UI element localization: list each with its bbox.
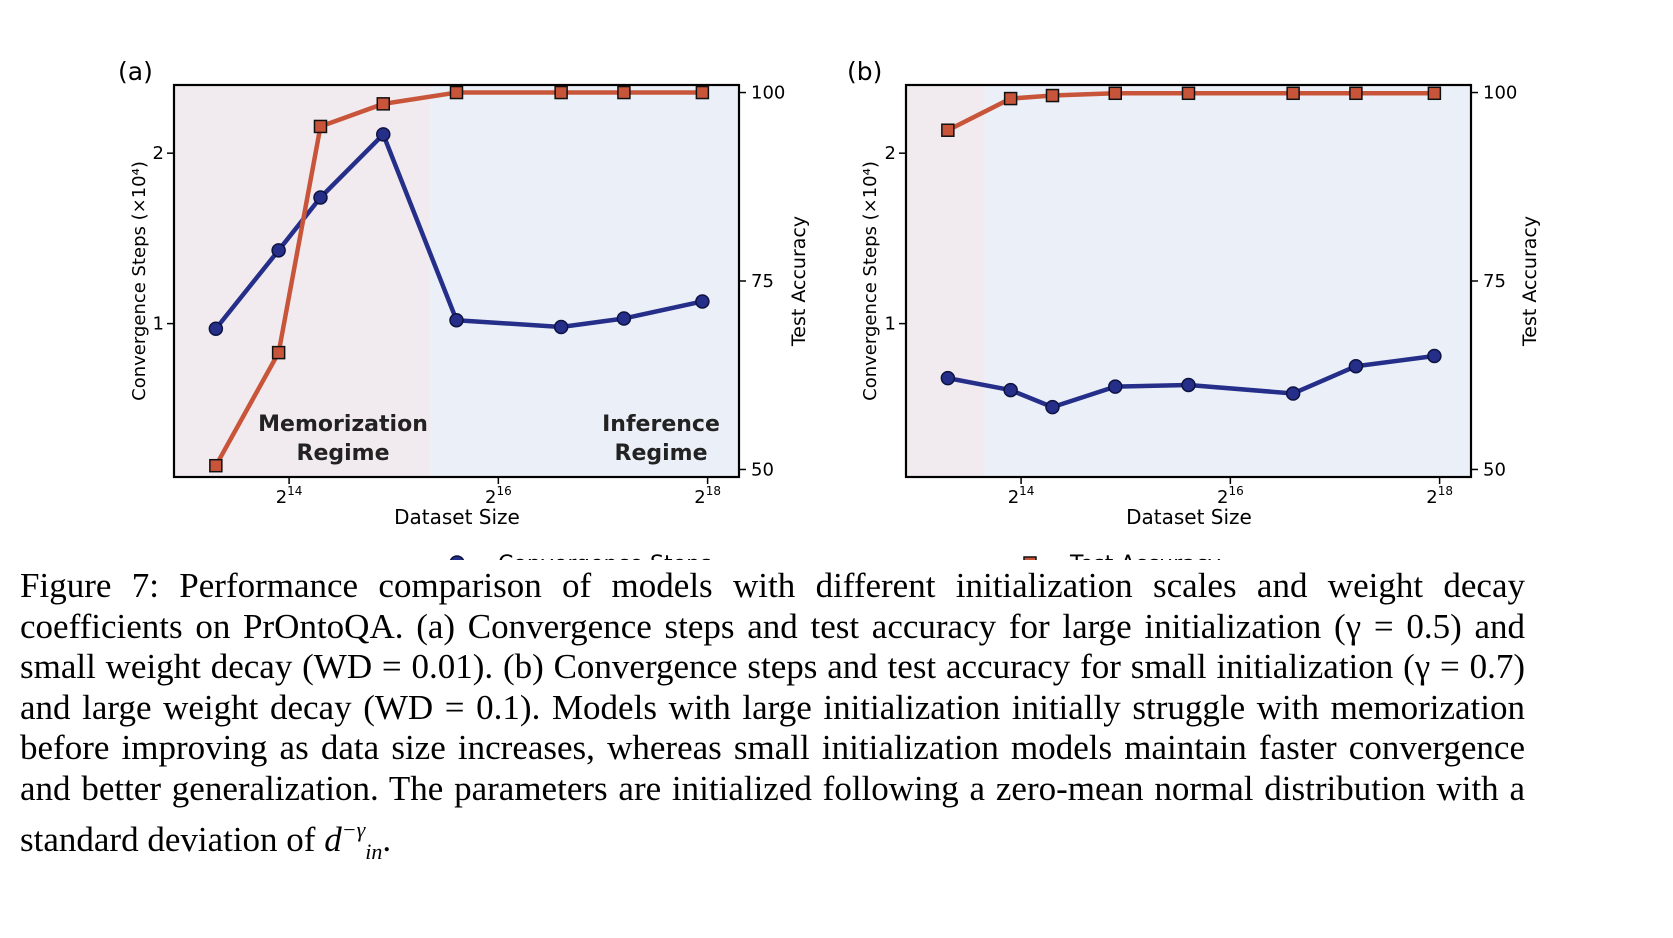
data-point-convergence-steps-0 [940,370,956,386]
data-point-test-accuracy-1 [271,345,286,360]
x-tick-label-0: 214 [1008,484,1035,508]
y-axis-label-left: Convergence Steps (×10⁴) [860,161,881,401]
legend-item-convergence: Convergence Steps [449,552,712,560]
panel-label: (a) [118,57,153,86]
data-point-test-accuracy-2 [1045,88,1060,103]
region-label-inference-line2: Regime [615,441,708,466]
data-point-convergence-steps-0 [208,321,224,336]
y-tick-label-right-0: 50 [751,459,774,480]
data-point-convergence-steps-3 [1108,379,1123,394]
data-point-convergence-steps-2 [313,190,328,205]
data-point-test-accuracy-3 [1108,86,1123,101]
caption-math-sub: in [365,838,383,864]
x-tick-label-1: 216 [1217,484,1244,508]
legend-label-accuracy: Test Accuracy [1069,552,1221,560]
data-point-convergence-steps-6 [1348,358,1364,374]
series-line-test-accuracy [213,90,703,467]
panel-b: 214 216 218 1 2 50 75 100 (b) Dataset Size Conv… [847,57,1541,529]
data-point-test-accuracy-0 [209,458,223,473]
data-point-convergence-steps-6 [616,311,632,326]
y-tick-label-right-1: 75 [751,271,774,292]
y-axis-label-right: Test Accuracy [788,216,810,347]
shaded-region-1 [430,85,739,477]
caption-math-sup: −γ [341,816,366,842]
data-point-test-accuracy-1 [1003,91,1018,106]
data-point-convergence-steps-5 [553,319,569,335]
data-point-test-accuracy-3 [376,97,391,111]
data-point-convergence-steps-1 [1003,382,1018,398]
region-label-memorization-line2: Regime [297,441,390,466]
data-point-convergence-steps-3 [376,127,391,142]
data-point-convergence-steps-4 [1181,377,1196,393]
figure-caption: Figure 7: Performance comparison of mode… [20,566,1525,872]
data-point-convergence-steps-7 [1427,348,1442,364]
series-line-test-accuracy [946,91,1435,133]
shaded-region-0 [906,85,985,477]
data-point-test-accuracy-0 [941,123,955,137]
legend-item-accuracy: Test Accuracy [1023,552,1221,560]
y-tick-label-right-2: 100 [751,83,785,104]
legend-swatch-marker [1023,556,1037,560]
panel-label: (b) [847,57,882,86]
x-tick-label-1: 216 [485,484,512,508]
series-line-convergence-steps [947,353,1435,410]
data-point-test-accuracy-5 [554,85,568,100]
y-tick-label-right-2: 100 [1483,83,1517,104]
legend-label-convergence: Convergence Steps [498,552,712,560]
series-line-convergence-steps [214,132,703,331]
data-point-test-accuracy-6 [1349,86,1363,101]
x-axis-label: Dataset Size [394,505,520,529]
y-axis-label-left: Convergence Steps (×10⁴) [129,161,150,401]
legend: Convergence Steps Test Accuracy [449,552,1221,560]
data-point-test-accuracy-4 [1181,86,1196,101]
data-point-convergence-steps-2 [1045,399,1060,415]
figure: 214 216 218 1 2 50 75 100 (a) Dataset Size Conv… [118,57,1541,560]
x-tick-label-2: 218 [694,484,721,508]
x-tick-label-2: 218 [1426,484,1453,508]
data-point-test-accuracy-5 [1286,86,1300,101]
y-tick-label-left-0: 1 [153,314,164,335]
data-point-convergence-steps-7 [695,294,710,309]
caption-math-d: d [324,819,342,859]
x-tick-label-0: 214 [276,484,303,508]
y-tick-label-right-1: 75 [1483,271,1506,292]
caption-text: Figure 7: Performance comparison of mode… [20,566,1525,859]
y-tick-label-left-1: 2 [885,143,896,164]
data-point-convergence-steps-4 [449,312,464,328]
data-point-test-accuracy-7 [695,85,710,100]
caption-tail: . [382,819,392,859]
region-label-memorization-line1: Memorization [258,412,428,437]
y-axis-label-right: Test Accuracy [1519,216,1541,347]
data-point-convergence-steps-1 [271,243,286,258]
data-point-convergence-steps-5 [1285,386,1301,401]
data-point-test-accuracy-6 [617,85,631,100]
y-tick-label-right-0: 50 [1483,459,1506,480]
data-point-test-accuracy-4 [449,85,464,100]
data-point-test-accuracy-7 [1427,86,1442,101]
panel-a: 214 216 218 1 2 50 75 100 (a) Dataset Size Conv… [118,57,810,529]
data-point-test-accuracy-2 [313,119,328,134]
y-tick-label-left-0: 1 [885,314,896,335]
legend-swatch-marker [449,555,465,560]
region-label-inference-line1: Inference [602,412,720,437]
shaded-region-1 [984,85,1471,477]
x-axis-label: Dataset Size [1126,505,1252,529]
y-tick-label-left-1: 2 [153,143,164,164]
